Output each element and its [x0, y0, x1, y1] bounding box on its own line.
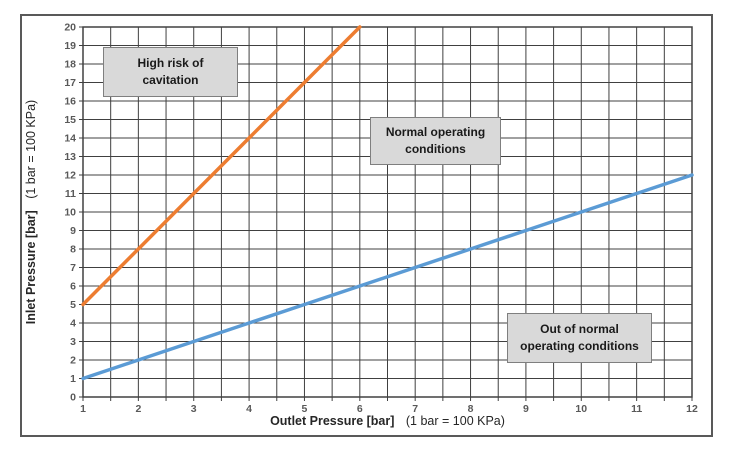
svg-text:18: 18	[64, 59, 76, 71]
svg-text:12: 12	[686, 403, 698, 415]
svg-text:16: 16	[64, 96, 76, 108]
svg-text:9: 9	[523, 403, 529, 415]
svg-text:13: 13	[64, 151, 76, 163]
svg-text:9: 9	[70, 225, 76, 237]
svg-text:10: 10	[64, 207, 76, 219]
y-axis-title-main: Inlet Pressure [bar]	[24, 210, 38, 325]
series-equal-pressure-line	[81, 173, 694, 381]
svg-text:3: 3	[70, 336, 76, 348]
svg-text:4: 4	[70, 318, 76, 330]
svg-text:6: 6	[70, 281, 76, 293]
svg-text:7: 7	[70, 262, 76, 274]
svg-text:11: 11	[65, 188, 76, 200]
svg-text:6: 6	[357, 403, 363, 415]
svg-text:11: 11	[631, 403, 642, 415]
svg-text:20: 20	[64, 22, 76, 34]
svg-text:3: 3	[191, 403, 197, 415]
svg-text:7: 7	[412, 403, 418, 415]
svg-text:8: 8	[468, 403, 474, 415]
svg-text:1: 1	[80, 403, 86, 415]
svg-text:4: 4	[246, 403, 252, 415]
y-axis-title: Inlet Pressure [bar] (1 bar = 100 KPa)	[24, 100, 38, 324]
svg-text:12: 12	[64, 170, 76, 182]
y-axis-title-note: (1 bar = 100 KPa)	[24, 99, 38, 199]
annotation-normal-operating-conditions: Normal operating conditions	[370, 117, 501, 165]
svg-text:8: 8	[70, 244, 76, 256]
svg-text:19: 19	[64, 40, 76, 52]
series-cavitation-limit-line	[81, 25, 362, 307]
svg-text:10: 10	[575, 403, 587, 415]
svg-text:5: 5	[302, 403, 308, 415]
svg-text:14: 14	[64, 133, 76, 145]
x-axis-title-note: (1 bar = 100 KPa)	[405, 414, 505, 428]
svg-text:2: 2	[135, 403, 141, 415]
svg-text:17: 17	[64, 77, 76, 89]
svg-text:1: 1	[70, 373, 76, 385]
x-axis-title-main: Outlet Pressure [bar]	[270, 414, 395, 428]
svg-text:2: 2	[70, 355, 76, 367]
svg-text:0: 0	[70, 392, 76, 404]
annotation-out-of-normal-operating-conditions: Out of normal operating conditions	[507, 313, 652, 363]
x-axis-title: Outlet Pressure [bar] (1 bar = 100 KPa)	[83, 414, 692, 428]
annotation-high-risk-of-cavitation: High risk of cavitation	[103, 47, 238, 97]
svg-text:15: 15	[64, 114, 76, 126]
svg-text:5: 5	[70, 299, 76, 311]
